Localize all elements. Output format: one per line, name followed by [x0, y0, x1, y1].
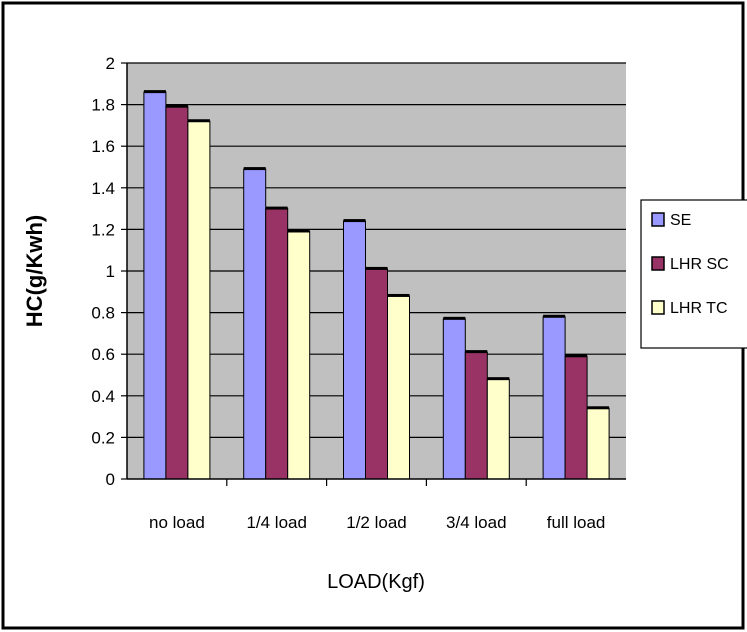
bar-top-edge	[165, 104, 188, 108]
bar-top-edge	[487, 377, 510, 381]
bar-top-edge	[443, 316, 466, 320]
bar-top-edge	[343, 219, 366, 223]
bar-top-edge	[587, 406, 610, 410]
legend-swatch	[651, 256, 665, 271]
y-tick-label: 1.4	[91, 179, 115, 198]
bar-se	[343, 220, 366, 480]
bar-lhr-tc	[387, 295, 410, 480]
x-tick-label: no load	[149, 513, 205, 532]
x-tick-label: 1/4 load	[246, 513, 307, 532]
bar-lhr-sc	[365, 268, 388, 480]
bars	[143, 90, 610, 480]
legend-label: LHR SC	[670, 256, 729, 273]
bar-top-edge	[365, 266, 388, 270]
bar-se	[442, 318, 466, 480]
legend-label: SE	[670, 212, 691, 229]
bar-top-edge	[387, 293, 410, 297]
legend-swatch	[651, 212, 665, 227]
y-tick-label: 1.6	[91, 137, 115, 156]
bar-lhr-sc	[265, 208, 289, 480]
legend-label: LHR TC	[670, 300, 728, 317]
y-tick-label: 0.2	[91, 428, 115, 447]
bar-top-edge	[465, 350, 488, 354]
y-tick-label: 1	[106, 262, 115, 281]
bar-lhr-sc	[165, 106, 189, 480]
x-tick-label: 3/4 load	[446, 513, 507, 532]
bar-lhr-tc	[187, 120, 211, 480]
bar-top-edge	[243, 167, 266, 171]
bar-top-edge	[143, 90, 166, 94]
bar-top-edge	[287, 229, 310, 233]
legend-swatch	[651, 300, 665, 315]
bar-lhr-tc	[287, 230, 311, 480]
bar-se	[243, 168, 267, 480]
x-tick-label: full load	[547, 513, 606, 532]
bar-lhr-tc	[586, 407, 610, 480]
bar-top-edge	[565, 354, 588, 358]
x-axis-label: LOAD(Kgf)	[327, 571, 425, 593]
y-tick-labels: 0 0.2 0.4 0.6 0.8 1 1.2 1.4 1.6 1.8 2	[91, 54, 115, 489]
legend: SE LHR SC LHR TC	[640, 199, 747, 349]
bar-top-edge	[187, 119, 210, 123]
bar-top-edge	[543, 314, 566, 318]
y-tick-label: 0	[106, 470, 115, 489]
bar-se	[542, 316, 566, 480]
bar-lhr-sc	[564, 355, 588, 480]
axes	[121, 62, 626, 486]
x-tick-labels: no load 1/4 load 1/2 load 3/4 load full load	[149, 513, 605, 532]
y-tick-label: 2	[106, 54, 115, 73]
y-axis-label: HC(g/Kwh)	[22, 215, 47, 327]
y-tick-label: 0.6	[91, 345, 115, 364]
x-tick-label: 1/2 load	[346, 513, 407, 532]
y-tick-label: 0.8	[91, 304, 115, 323]
bar-lhr-tc	[486, 378, 510, 480]
bar-top-edge	[265, 206, 288, 210]
y-tick-label: 0.4	[91, 387, 115, 406]
y-tick-label: 1.8	[91, 96, 115, 115]
bar-lhr-sc	[464, 351, 488, 480]
y-tick-label: 1.2	[91, 220, 115, 239]
bar-se	[143, 91, 167, 480]
